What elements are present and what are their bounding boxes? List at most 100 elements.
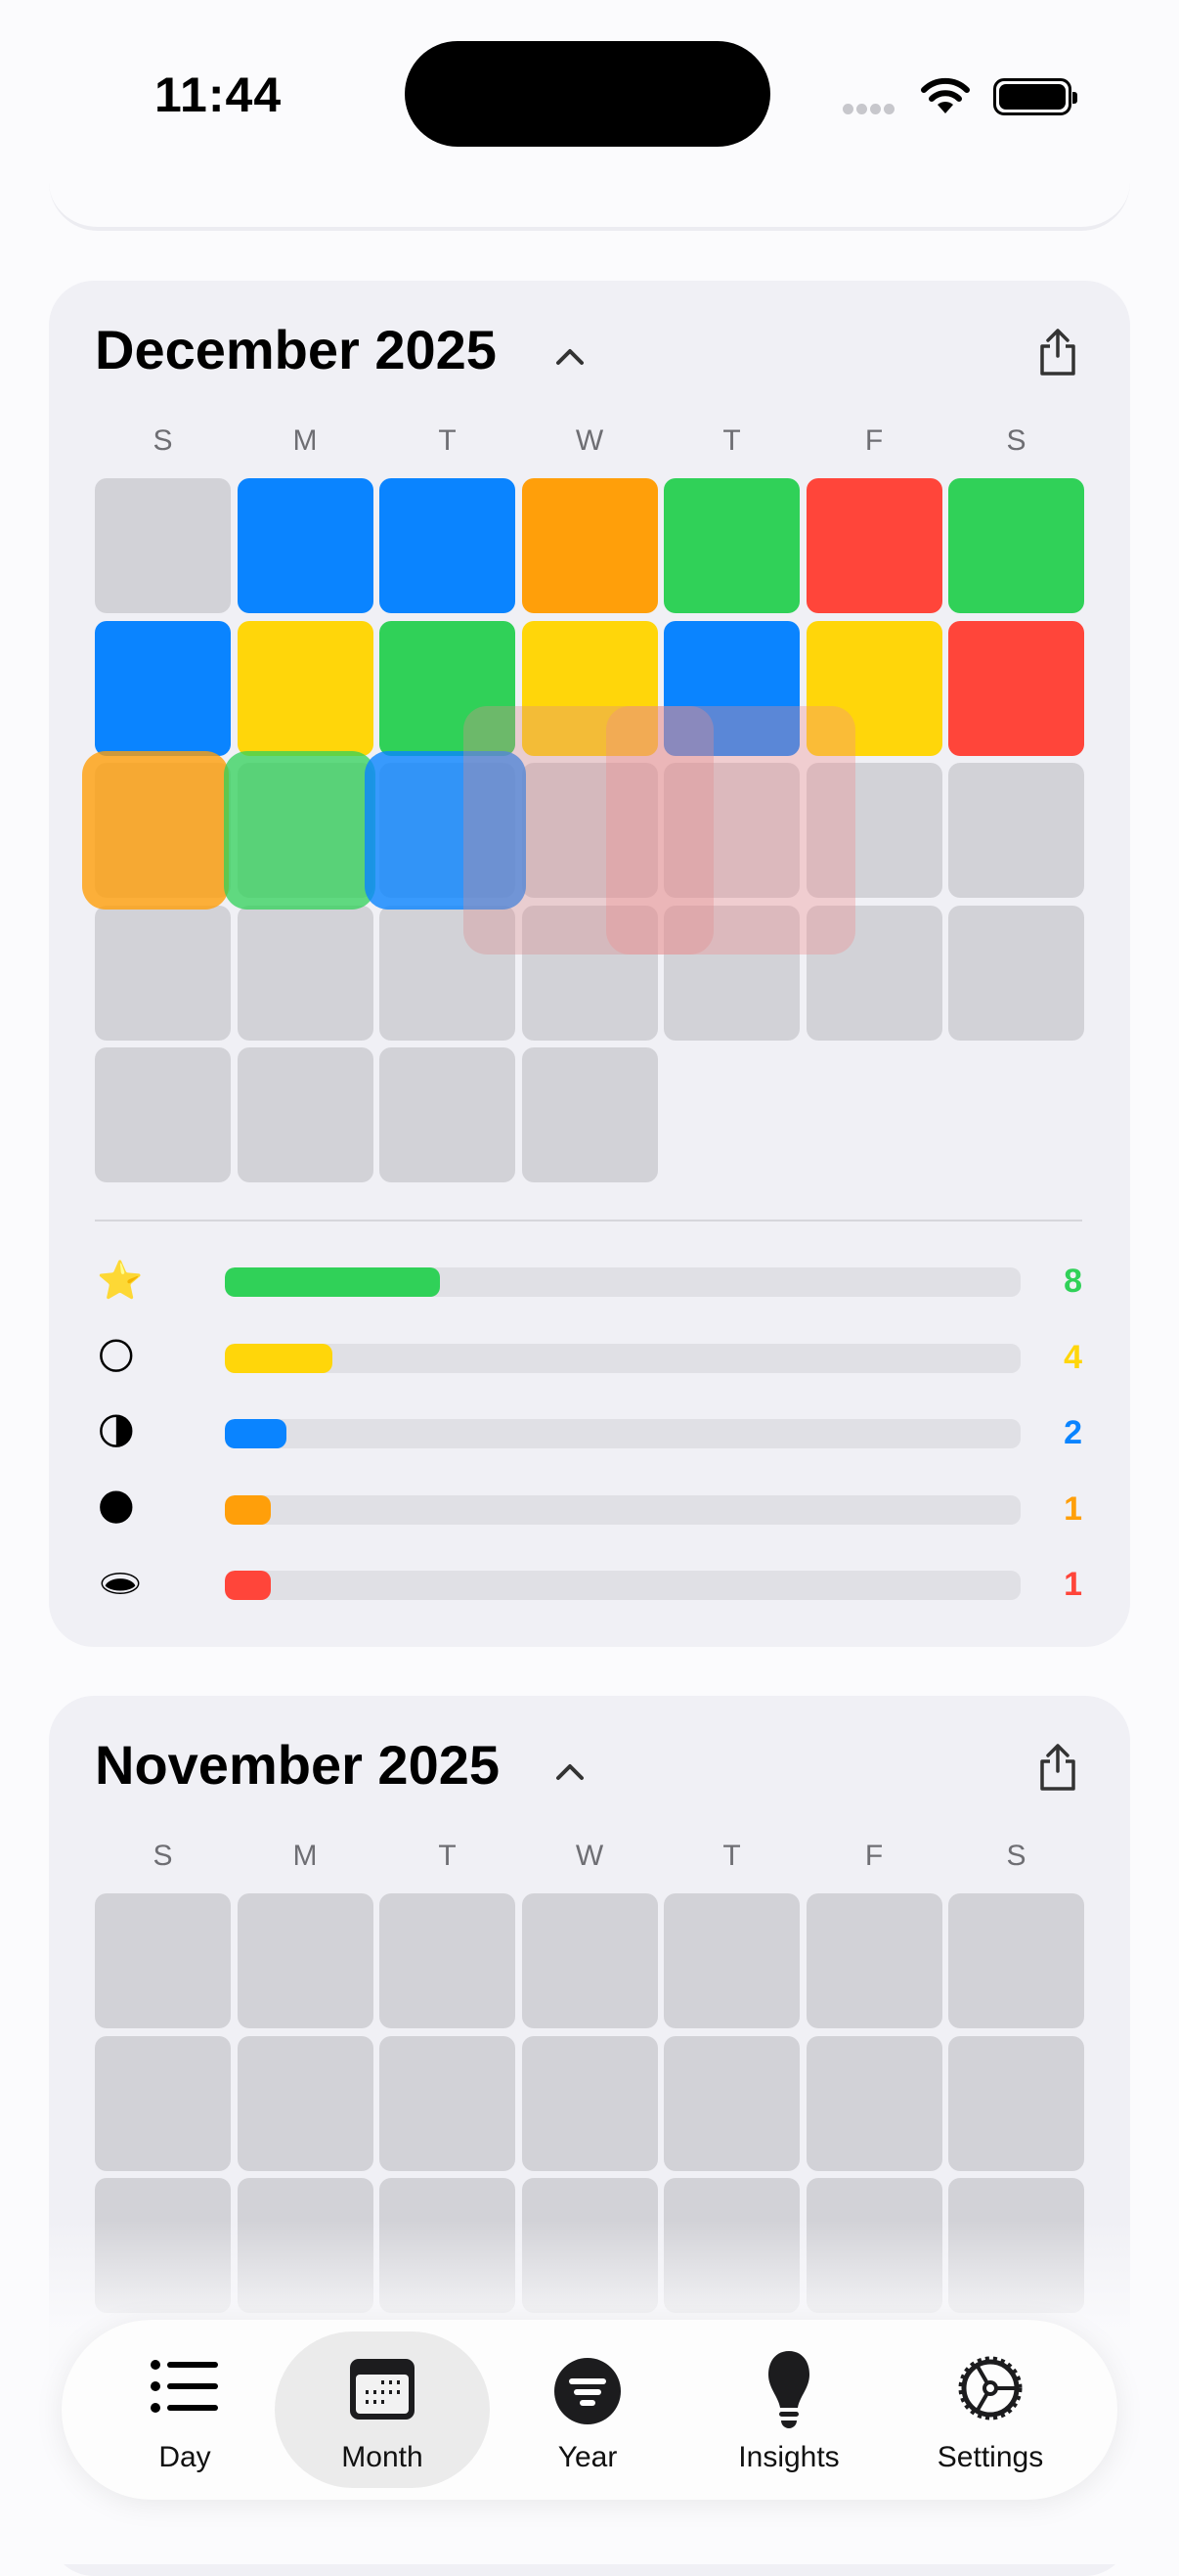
tab-label: Settings: [937, 2441, 1044, 2473]
stat-count: 4: [1064, 1338, 1082, 1376]
weekday-label: W: [575, 1840, 604, 1872]
tab-label: Day: [158, 2441, 211, 2473]
day-cell[interactable]: [379, 478, 515, 613]
day-cell[interactable]: [521, 2035, 658, 2171]
day-cell[interactable]: [237, 1893, 373, 2028]
tab-month[interactable]: Month: [275, 2332, 490, 2488]
day-cell[interactable]: [237, 478, 373, 613]
stat-count: 1: [1064, 1489, 1082, 1528]
day-cell[interactable]: [95, 620, 231, 756]
day-cell[interactable]: [379, 1893, 515, 2028]
stat-progress-bar: [225, 1571, 1021, 1600]
status-time: 11:44: [154, 67, 283, 122]
share-icon[interactable]: [1036, 1742, 1079, 1793]
day-cell[interactable]: [521, 1047, 658, 1182]
day-cell[interactable]: [664, 478, 800, 613]
chevron-up-icon[interactable]: [552, 339, 588, 375]
month-title: December 2025: [95, 319, 497, 380]
full-moon-icon: 🌕: [97, 1334, 136, 1378]
day-cell[interactable]: [806, 478, 942, 613]
day-cell[interactable]: [948, 2035, 1084, 2171]
day-cell[interactable]: [806, 2035, 942, 2171]
weekday-label: F: [864, 1840, 884, 1872]
tab-bar: Day Month Year Insights Settings: [62, 2320, 1117, 2500]
weekday-label: W: [575, 424, 604, 457]
share-icon[interactable]: [1036, 327, 1079, 378]
day-cell[interactable]: [664, 905, 800, 1041]
stat-progress-bar: [225, 1343, 1021, 1373]
day-cell[interactable]: [95, 478, 231, 613]
stat-count: 2: [1064, 1414, 1082, 1451]
day-cell[interactable]: [664, 620, 800, 756]
day-cell[interactable]: [95, 1047, 231, 1182]
stat-progress-fill: [225, 1267, 440, 1297]
tab-label: Year: [557, 2441, 618, 2473]
day-cell[interactable]: [95, 905, 231, 1041]
stat-progress-fill: [225, 1419, 287, 1448]
tab-label: Month: [341, 2441, 423, 2473]
weekday-label: M: [292, 1840, 318, 1872]
stat-progress-fill: [225, 1494, 272, 1525]
tab-year[interactable]: Year: [480, 2332, 695, 2488]
day-cell[interactable]: [806, 620, 942, 756]
dynamic-island: [405, 41, 770, 147]
stat-count: 8: [1064, 1263, 1082, 1300]
day-cell[interactable]: [948, 1893, 1084, 2028]
tab-insights[interactable]: Insights: [681, 2332, 896, 2488]
stat-progress-bar: [225, 1494, 1021, 1525]
day-cell[interactable]: [379, 2035, 515, 2171]
stat-row: 🌗 2: [95, 1404, 1082, 1463]
day-cell[interactable]: [948, 763, 1084, 898]
weekday-label: T: [438, 424, 457, 457]
stat-row: ⭐ 8: [95, 1253, 1082, 1311]
day-cell[interactable]: [379, 1047, 515, 1182]
stat-row: 🌕 4: [95, 1329, 1082, 1388]
weekday-label: S: [1006, 1840, 1026, 1872]
weekday-label: S: [1006, 424, 1026, 457]
day-cell[interactable]: [948, 905, 1084, 1041]
day-cell[interactable]: [806, 1893, 942, 2028]
day-cell[interactable]: [806, 763, 942, 898]
day-cell[interactable]: [664, 2035, 800, 2171]
weekday-label: F: [864, 424, 884, 457]
day-cell[interactable]: [521, 620, 658, 756]
stat-count: 1: [1064, 1566, 1082, 1603]
day-cell[interactable]: [521, 763, 658, 898]
day-cell[interactable]: [521, 478, 658, 613]
list-icon: [151, 2360, 218, 2413]
day-cell[interactable]: [237, 2035, 373, 2171]
day-cell[interactable]: [521, 1893, 658, 2028]
day-cell[interactable]: [237, 620, 373, 756]
day-cell[interactable]: [948, 478, 1084, 613]
day-cell[interactable]: [664, 763, 800, 898]
month-title: November 2025: [95, 1734, 501, 1796]
day-cell[interactable]: [948, 620, 1084, 756]
half-moon-icon: 🌗: [97, 1410, 136, 1453]
day-cell[interactable]: [806, 905, 942, 1041]
tab-label: Insights: [738, 2441, 840, 2473]
gear-icon: [958, 2356, 1023, 2421]
chevron-up-icon[interactable]: [552, 1754, 588, 1790]
divider: [95, 1220, 1082, 1221]
day-cell[interactable]: [664, 1893, 800, 2028]
star-icon: ⭐: [97, 1259, 144, 1302]
weekday-label: T: [722, 1840, 741, 1872]
day-cell[interactable]: [521, 905, 658, 1041]
day-cell[interactable]: [95, 1893, 231, 2028]
new-moon-icon: 🌑: [97, 1486, 136, 1530]
tab-settings[interactable]: Settings: [883, 2332, 1098, 2488]
stat-progress-fill: [225, 1571, 272, 1600]
weekday-label: T: [722, 424, 741, 457]
drag-preview-ghost: [463, 706, 714, 955]
tab-day[interactable]: Day: [77, 2332, 292, 2488]
drag-preview-green: [224, 751, 375, 910]
day-cell[interactable]: [379, 620, 515, 756]
day-cell[interactable]: [95, 2035, 231, 2171]
day-cell[interactable]: [379, 905, 515, 1041]
weekday-label: T: [438, 1840, 457, 1872]
day-cell[interactable]: [237, 1047, 373, 1182]
wifi-icon: [921, 77, 970, 113]
day-cell[interactable]: [237, 905, 373, 1041]
calendar-icon: [350, 2359, 415, 2420]
